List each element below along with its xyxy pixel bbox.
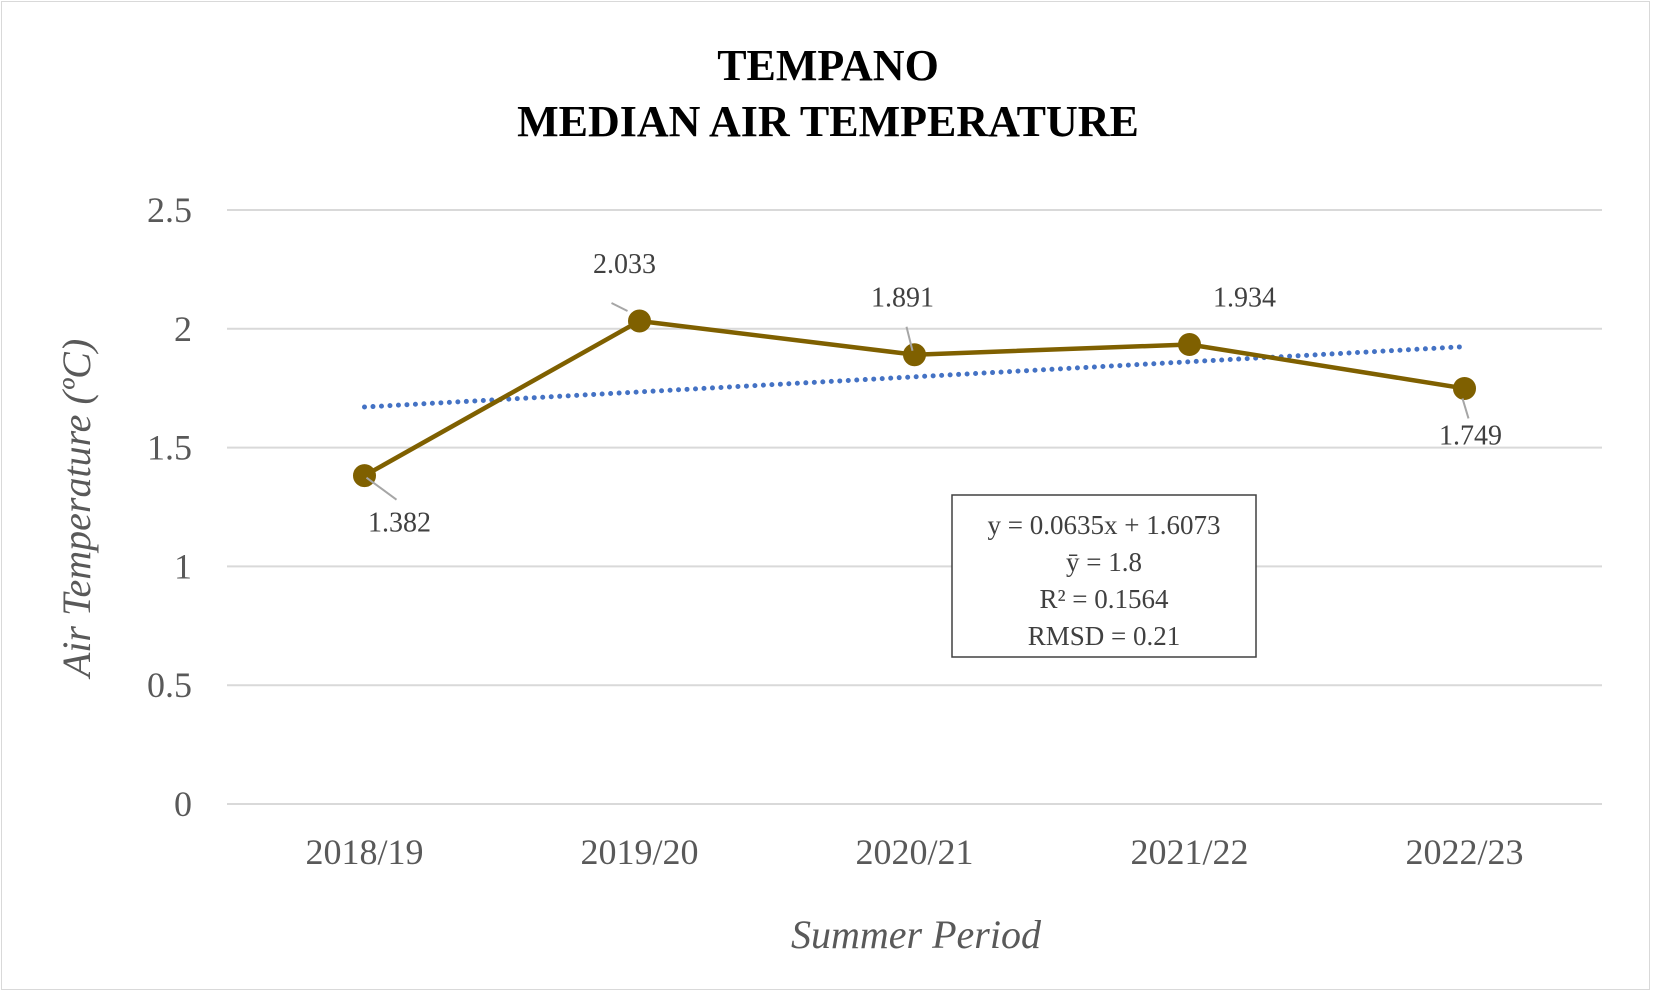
x-tick-label: 2019/20 [580,832,698,872]
x-axis-title: Summer Period [791,912,1042,957]
data-label: 2.033 [593,249,656,280]
data-point [628,309,651,333]
data-label: 1.749 [1439,420,1502,451]
x-axis-ticks: 2018/19 2019/20 2020/21 2021/22 2022/23 [305,832,1523,872]
y-axis-title: Air Temperature (ºC) [54,339,99,680]
equation-line: y = 0.0635x + 1.6073 [988,510,1221,540]
data-point [1178,332,1201,356]
data-label-layer: 1.382 2.033 1.891 1.934 1.749 [365,249,1502,539]
data-label: 1.891 [871,283,934,314]
data-label: 1.934 [1213,282,1276,313]
data-label-leader-line [365,476,398,501]
data-point [1453,376,1476,400]
y-tick-label: 1 [174,546,192,586]
series-layer [353,309,1476,488]
y-axis-ticks: 0 0.5 1 1.5 2 2.5 [147,190,192,824]
x-tick-label: 2021/22 [1130,832,1248,872]
equation-box-border [951,494,1257,658]
data-label-leader-line [905,326,914,351]
y-tick-label: 2 [174,309,192,349]
y-tick-label: 1.5 [147,428,192,468]
data-label-leader-line [611,302,628,312]
chart-title-line-2: MEDIAN AIR TEMPERATURE [517,97,1139,146]
r-squared-line: R² = 0.1564 [1039,584,1169,614]
data-point [353,464,376,488]
y-tick-label: 0 [174,784,192,824]
rmsd-line: RMSD = 0.21 [1028,621,1181,651]
x-tick-label: 2020/21 [855,832,973,872]
chart-title-line-1: TEMPANO [717,41,939,90]
data-label-leader-line [1461,398,1470,419]
trendline-equation-box: y = 0.0635x + 1.6073 ȳ = 1.8 R² = 0.1564… [951,494,1257,658]
x-tick-label: 2018/19 [305,832,423,872]
mean-line: ȳ = 1.8 [1066,547,1142,577]
trendline [362,344,1467,410]
trendline-layer [362,344,1467,410]
gridlines [227,209,1602,805]
data-point [903,343,926,367]
data-label: 1.382 [368,508,431,539]
x-tick-label: 2022/23 [1405,832,1523,872]
y-tick-label: 0.5 [147,665,192,705]
y-tick-label: 2.5 [147,190,192,230]
